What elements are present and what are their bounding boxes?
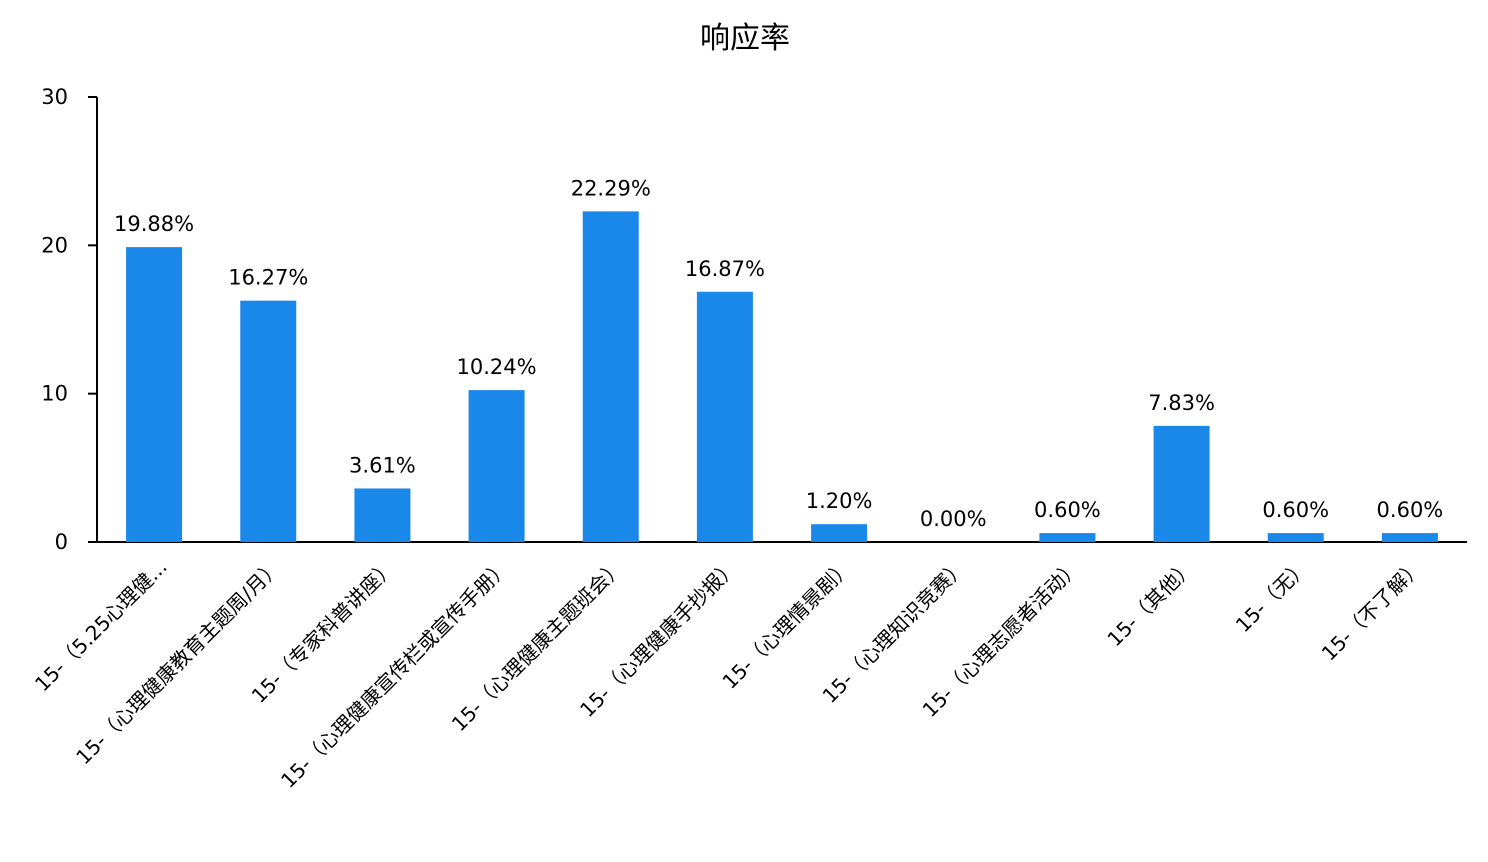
- data-label: 3.61%: [349, 453, 416, 477]
- bar: [1267, 533, 1324, 542]
- x-tick-label: 15-（心理健康宣传栏或宣传手册）: [276, 555, 514, 793]
- axes: 0 10 20 30: [41, 85, 1467, 554]
- y-tick-label: 30: [41, 85, 68, 109]
- data-label: 0.00%: [920, 507, 987, 531]
- bar: [240, 300, 297, 542]
- data-label: 19.88%: [114, 212, 194, 236]
- bar: [126, 247, 183, 542]
- y-tick-label: 10: [41, 382, 68, 406]
- data-label: 10.24%: [457, 355, 537, 379]
- bar: [1153, 425, 1210, 542]
- x-tick-label: 15-（无）: [1231, 555, 1313, 637]
- bar: [1381, 533, 1438, 542]
- data-label: 1.20%: [806, 489, 873, 513]
- data-label: 22.29%: [571, 176, 651, 200]
- data-labels: 19.88% 16.27% 3.61% 10.24% 22.29% 16.87% 1.20%…: [114, 176, 1443, 531]
- data-label: 16.27%: [228, 266, 308, 290]
- bar: [468, 390, 525, 542]
- data-label: 0.60%: [1034, 498, 1101, 522]
- category-labels: 15-（5.25心理健...15-（心理健康教育主题周/月）15-（专家科普讲座…: [30, 555, 1427, 793]
- bar: [1039, 533, 1096, 542]
- data-label: 7.83%: [1148, 391, 1215, 415]
- bar: [354, 488, 411, 542]
- chart-title: 响应率: [700, 21, 790, 56]
- bar: [811, 524, 868, 542]
- x-tick-label: 15-（不了解）: [1317, 555, 1428, 666]
- bar: [582, 211, 639, 543]
- data-label: 16.87%: [685, 257, 765, 281]
- x-tick-label: 15-（其他）: [1102, 555, 1199, 652]
- x-tick-label: 15-（心理健康教育主题周/月）: [71, 555, 286, 770]
- bar: [696, 291, 753, 542]
- y-tick-label: 0: [55, 530, 68, 554]
- bars: [126, 211, 1438, 543]
- data-label: 0.60%: [1262, 498, 1329, 522]
- y-tick-label: 20: [41, 233, 68, 257]
- data-label: 0.60%: [1377, 498, 1444, 522]
